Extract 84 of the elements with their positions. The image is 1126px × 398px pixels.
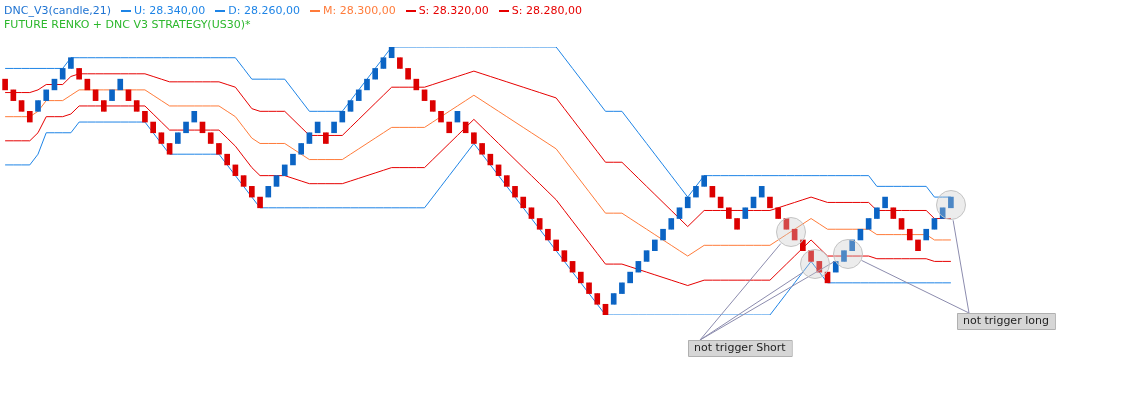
- candlestick: [347, 100, 354, 112]
- candlestick: [750, 196, 757, 209]
- legend-label: U: 28.340,00: [134, 4, 206, 17]
- candlestick: [216, 142, 222, 155]
- candlestick: [906, 228, 913, 241]
- candlestick: [413, 78, 420, 91]
- candlestick: [898, 218, 905, 230]
- candlestick: [577, 271, 584, 284]
- candlestick: [323, 132, 329, 144]
- candlestick: [824, 271, 831, 284]
- candlestick: [841, 250, 847, 262]
- candlestick: [68, 57, 74, 69]
- text: not trigger Short: [694, 341, 787, 355]
- candlestick: [183, 121, 189, 134]
- candlestick: [536, 218, 543, 230]
- candlestick: [643, 250, 650, 262]
- candlestick: [35, 100, 41, 112]
- candlestick: [701, 175, 707, 187]
- candlestick: [783, 218, 790, 230]
- candlestick: [84, 78, 91, 91]
- candlestick: [273, 175, 280, 187]
- candlestick: [471, 132, 477, 144]
- candlestick: [775, 207, 782, 220]
- candlestick: [150, 121, 156, 134]
- candlestick: [931, 218, 938, 230]
- candlestick: [734, 218, 740, 230]
- chart-title: DNC_V3(candle,21): [4, 4, 112, 17]
- candlestick: [174, 132, 181, 144]
- candlestick: [939, 207, 946, 220]
- candlestick: [298, 142, 305, 155]
- candlestick: [874, 207, 880, 220]
- candlestick: [290, 153, 296, 166]
- candlestick: [207, 132, 214, 144]
- candlestick: [224, 153, 230, 166]
- candlestick: [240, 175, 247, 187]
- candlestick: [528, 207, 535, 220]
- legend-label: D: 28.260,00: [228, 4, 300, 17]
- candlestick: [314, 121, 321, 134]
- candlestick: [429, 100, 436, 112]
- candlestick: [791, 228, 798, 241]
- candlestick: [257, 196, 263, 209]
- candlestick: [684, 196, 691, 209]
- legend-label: S: 28.280,00: [511, 4, 582, 17]
- candlestick: [306, 132, 313, 144]
- candlestick: [487, 153, 494, 166]
- candlestick: [890, 207, 897, 220]
- candlestick: [462, 121, 469, 134]
- candlestick: [808, 250, 814, 262]
- candlestick: [199, 121, 206, 134]
- candlestick: [364, 78, 370, 91]
- candlestick: [380, 57, 387, 69]
- candlestick: [117, 78, 124, 91]
- candlestick: [767, 196, 773, 209]
- candlestick: [660, 228, 666, 241]
- candlestick: [397, 57, 403, 69]
- candlestick: [857, 228, 864, 241]
- candlestick: [610, 293, 617, 305]
- candlestick: [882, 196, 888, 209]
- legend-label: S: 28.320,00: [418, 4, 489, 17]
- candlestick: [2, 78, 8, 91]
- candlestick: [446, 121, 453, 134]
- candlestick: [51, 78, 58, 91]
- text: not trigger long: [963, 314, 1049, 328]
- candlestick: [865, 218, 872, 230]
- candlestick: [561, 250, 568, 262]
- candlestick: [726, 207, 732, 220]
- candlestick: [594, 293, 601, 305]
- candlestick: [742, 207, 749, 220]
- candlestick: [717, 196, 724, 209]
- candlestick: [520, 196, 527, 209]
- candlestick: [676, 207, 683, 220]
- candlestick: [503, 175, 510, 187]
- candlestick: [158, 132, 165, 144]
- candlestick: [948, 196, 954, 209]
- candlestick: [18, 100, 25, 112]
- candlestick: [668, 218, 675, 230]
- candlestick: [166, 142, 173, 155]
- candlestick: [331, 121, 337, 134]
- candlestick: [545, 228, 551, 241]
- candlestick: [627, 271, 633, 284]
- candlestick: [923, 228, 930, 241]
- chart-subtitle: FUTURE RENKO + DNC V3 STRATEGY(US30)*: [4, 18, 251, 31]
- candlestick: [479, 142, 485, 155]
- legend-label: M: 28.300,00: [322, 4, 396, 17]
